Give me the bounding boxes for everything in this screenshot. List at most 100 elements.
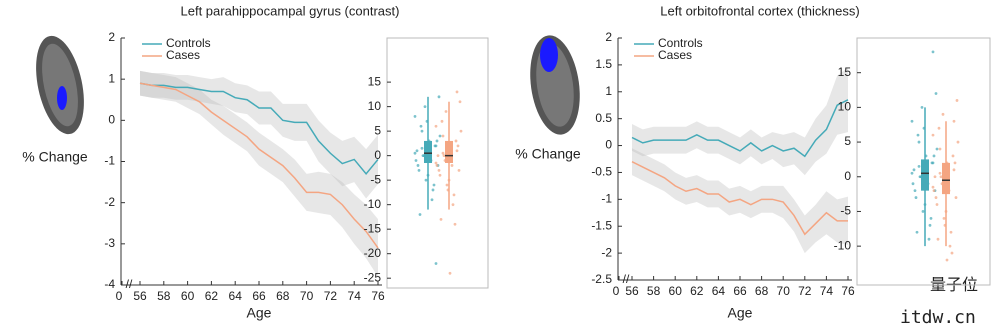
data-point xyxy=(928,223,932,227)
y-tick-label: 0 xyxy=(844,169,851,183)
y-tick-label: 0 xyxy=(605,138,612,152)
x-tick-label: 60 xyxy=(181,289,195,303)
data-point xyxy=(452,193,456,197)
data-point xyxy=(459,129,463,133)
line xyxy=(631,161,848,236)
y-tick-label: -2.5 xyxy=(591,272,612,286)
brain-icon xyxy=(36,35,84,135)
x-tick-label: 68 xyxy=(276,289,290,303)
axis-break: // xyxy=(623,272,630,286)
data-point xyxy=(917,140,921,144)
x-tick-label: 74 xyxy=(348,289,362,303)
axis-break: // xyxy=(126,277,133,291)
data-point xyxy=(445,183,449,187)
data-point xyxy=(956,140,960,144)
data-point xyxy=(948,244,952,248)
x-tick-label: 72 xyxy=(798,284,812,298)
x-axis-label: Age xyxy=(247,305,272,321)
y-tick-label: 10 xyxy=(838,100,852,114)
data-point xyxy=(431,188,435,192)
y-tick-label: 2 xyxy=(605,30,612,44)
data-point xyxy=(935,203,939,206)
data-point xyxy=(415,149,419,153)
chart-title: Left orbitofrontal cortex (thickness) xyxy=(660,3,859,18)
data-point xyxy=(456,144,460,148)
data-point xyxy=(421,154,425,158)
data-point xyxy=(921,210,925,213)
confidence-band xyxy=(140,70,378,199)
data-point xyxy=(432,183,436,187)
data-point xyxy=(458,100,462,104)
x-axis-label: Age xyxy=(728,305,753,321)
data-point xyxy=(951,154,955,158)
data-point xyxy=(416,164,420,167)
data-point xyxy=(434,124,438,128)
y-tick-label: 5 xyxy=(374,123,381,137)
confidence-band xyxy=(632,67,848,176)
data-point xyxy=(938,147,942,151)
data-point xyxy=(423,105,427,109)
x-tick-label: 62 xyxy=(690,284,704,298)
line xyxy=(139,82,379,176)
y-tick-label: -20 xyxy=(364,246,382,260)
data-point xyxy=(932,189,936,193)
x-tick-label: 56 xyxy=(625,284,639,298)
data-point xyxy=(436,154,440,158)
data-point xyxy=(419,124,423,128)
x-tick-label: 60 xyxy=(669,284,683,298)
x-tick-label: 66 xyxy=(733,284,747,298)
data-point xyxy=(437,168,441,172)
x-tick-label: 64 xyxy=(712,284,726,298)
y-tick-label: -25 xyxy=(364,270,382,284)
data-point xyxy=(937,126,941,130)
data-point xyxy=(435,139,439,143)
data-point xyxy=(440,119,444,123)
y-tick-label: 15 xyxy=(838,65,852,79)
data-point xyxy=(434,161,438,165)
y-tick-label: -2 xyxy=(601,245,612,259)
data-point xyxy=(455,90,459,94)
y-tick-label: -10 xyxy=(364,197,382,211)
watermark: itdw.cn xyxy=(900,307,976,327)
data-point xyxy=(439,217,443,221)
data-point xyxy=(434,262,438,265)
data-point xyxy=(931,185,935,189)
data-point xyxy=(917,164,921,168)
data-point xyxy=(418,213,422,216)
data-point xyxy=(910,119,914,123)
data-point xyxy=(934,196,938,199)
y-tick-label: 0.5 xyxy=(595,111,612,125)
confidence-band xyxy=(140,70,378,277)
y-tick-label: -5 xyxy=(370,172,381,186)
data-point xyxy=(935,147,939,151)
data-point xyxy=(912,168,916,172)
x-tick-label: 62 xyxy=(205,289,219,303)
data-point xyxy=(949,230,953,234)
legend-label: Cases xyxy=(166,48,200,62)
data-point xyxy=(414,159,418,162)
plot-frame xyxy=(386,37,489,289)
y-tick-label: -1 xyxy=(601,192,612,206)
data-point xyxy=(441,134,445,138)
box xyxy=(942,162,950,195)
data-point xyxy=(938,171,942,175)
data-point xyxy=(420,129,424,133)
x-tick-label: 64 xyxy=(229,289,243,303)
data-point xyxy=(954,196,958,199)
data-point xyxy=(934,92,938,95)
data-point xyxy=(918,175,922,179)
data-point xyxy=(413,151,417,155)
y-tick-label: 1 xyxy=(108,71,115,85)
y-tick-label: -5 xyxy=(840,204,851,218)
data-point xyxy=(930,161,934,165)
box xyxy=(921,159,929,191)
data-point xyxy=(939,175,943,179)
data-point xyxy=(955,99,959,102)
data-point xyxy=(931,50,935,54)
data-point xyxy=(424,178,428,182)
legend-label: Cases xyxy=(658,48,692,62)
y-axis-label: % Change xyxy=(515,146,581,162)
y-tick-label: 5 xyxy=(844,134,851,148)
y-tick-label: 1.5 xyxy=(595,57,612,71)
